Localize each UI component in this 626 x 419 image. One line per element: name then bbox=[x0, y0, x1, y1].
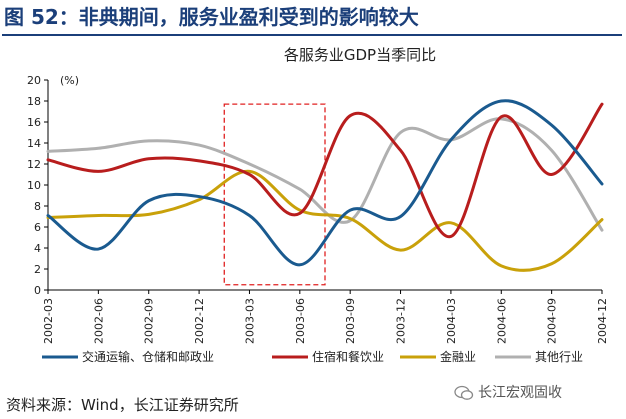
x-tick-label: 2004-12 bbox=[596, 298, 609, 344]
y-tick-label: 10 bbox=[27, 179, 41, 192]
axes: 0 2 4 6 8 10 12 14 16 18 20 (%) 2002-03 2002-06 2002-0… bbox=[27, 74, 609, 344]
x-tick-label: 2002-09 bbox=[143, 298, 156, 344]
y-tick-label: 20 bbox=[27, 74, 41, 87]
x-tick-label: 2004-06 bbox=[495, 298, 508, 344]
x-tick-label: 2002-12 bbox=[193, 298, 206, 344]
y-tick-label: 4 bbox=[34, 242, 41, 255]
chart-title: 各服务业GDP当季同比 bbox=[283, 46, 437, 64]
series-line-3 bbox=[46, 117, 604, 232]
y-tick-label: 0 bbox=[34, 284, 41, 297]
x-tick-label: 2002-06 bbox=[92, 298, 105, 344]
unit-label: (%) bbox=[60, 74, 79, 87]
x-tick-label: 2003-12 bbox=[395, 298, 408, 344]
y-tick-label: 2 bbox=[34, 263, 41, 276]
x-tick-label: 2003-09 bbox=[344, 298, 357, 344]
y-tick-label: 8 bbox=[34, 200, 41, 213]
series-line-2 bbox=[46, 169, 604, 272]
legend: 交通运输、仓储和邮政业 住宿和餐饮业 金融业 其他行业 bbox=[42, 349, 583, 364]
series-line-1 bbox=[46, 102, 604, 238]
highlight-box bbox=[223, 103, 326, 286]
y-tick-label: 18 bbox=[27, 95, 41, 108]
x-tick-label: 2003-06 bbox=[294, 298, 307, 344]
y-tick-label: 14 bbox=[27, 137, 41, 150]
x-tick-label: 2002-03 bbox=[42, 298, 55, 344]
legend-label-2: 金融业 bbox=[440, 349, 476, 364]
y-tick-label: 16 bbox=[27, 116, 41, 129]
source-note: 资料来源：Wind，长江证券研究所 bbox=[6, 396, 239, 414]
x-tick-label: 2004-09 bbox=[546, 298, 559, 344]
y-tick-label: 6 bbox=[34, 221, 41, 234]
watermark-text: 长江宏观固收 bbox=[478, 385, 562, 401]
legend-label-3: 其他行业 bbox=[535, 350, 583, 364]
wechat-icon bbox=[454, 385, 474, 400]
y-tick-label: 12 bbox=[27, 158, 41, 171]
series-line-0 bbox=[46, 99, 604, 267]
figure-title: 图 52：非典期间，服务业盈利受到的影响较大 bbox=[4, 5, 419, 29]
legend-label-0: 交通运输、仓储和邮政业 bbox=[82, 349, 214, 364]
series-lines bbox=[46, 99, 604, 272]
legend-label-1: 住宿和餐饮业 bbox=[312, 349, 384, 364]
title-rule bbox=[2, 34, 622, 36]
x-tick-label: 2003-03 bbox=[243, 298, 256, 344]
x-tick-label: 2004-03 bbox=[445, 298, 458, 344]
highlight-rect bbox=[223, 103, 326, 286]
watermark: 长江宏观固收 bbox=[454, 381, 562, 405]
